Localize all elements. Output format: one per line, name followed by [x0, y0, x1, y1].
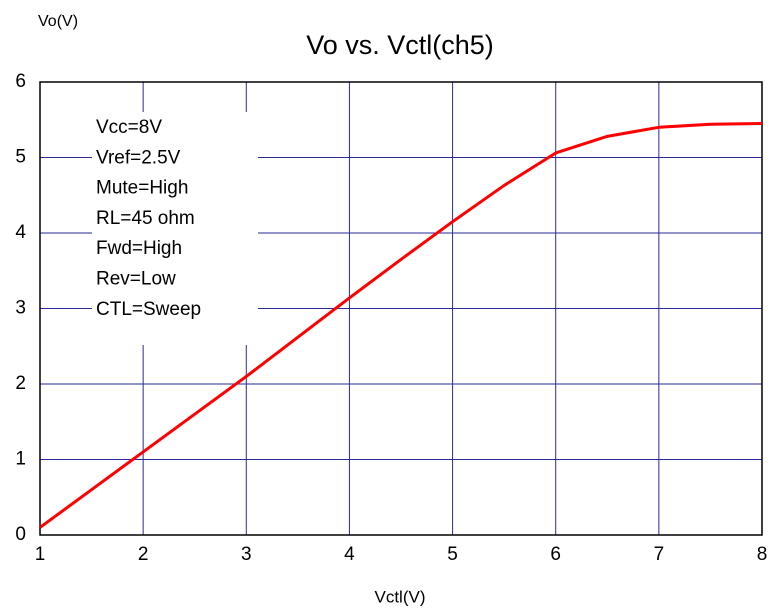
annotation: RL=45 ohm: [96, 208, 195, 229]
y-tick-label: 1: [15, 449, 26, 470]
x-tick-label: 3: [241, 544, 252, 565]
annotation: Vcc=8V: [96, 117, 162, 138]
annotation: Fwd=High: [96, 238, 182, 259]
y-tick-label: 5: [15, 147, 26, 168]
x-tick-label: 6: [550, 544, 561, 565]
y-tick-label: 6: [15, 71, 26, 92]
chart-title: Vo vs. Vctl(ch5): [306, 30, 494, 60]
x-tick-label: 4: [344, 544, 355, 565]
x-tick-label: 2: [138, 544, 149, 565]
x-tick-label: 5: [447, 544, 458, 565]
x-axis-label: Vctl(V): [375, 587, 426, 606]
annotation: CTL=Sweep: [96, 299, 201, 320]
annotation: Mute=High: [96, 178, 188, 199]
annotation-box: [92, 112, 258, 345]
y-tick-label: 4: [15, 222, 26, 243]
x-tick-label: 1: [35, 544, 46, 565]
data-line: [39, 122, 763, 529]
y-tick-label: 2: [15, 373, 26, 394]
x-tick-label: 8: [757, 544, 768, 565]
y-tick-label: 0: [15, 524, 26, 545]
x-tick-label: 7: [654, 544, 665, 565]
plot-frame: [39, 81, 763, 536]
annotation: Vref=2.5V: [96, 147, 181, 168]
y-axis-label: Vo(V): [38, 13, 78, 30]
annotation: Rev=Low: [96, 269, 176, 290]
y-tick-label: 3: [15, 298, 26, 319]
